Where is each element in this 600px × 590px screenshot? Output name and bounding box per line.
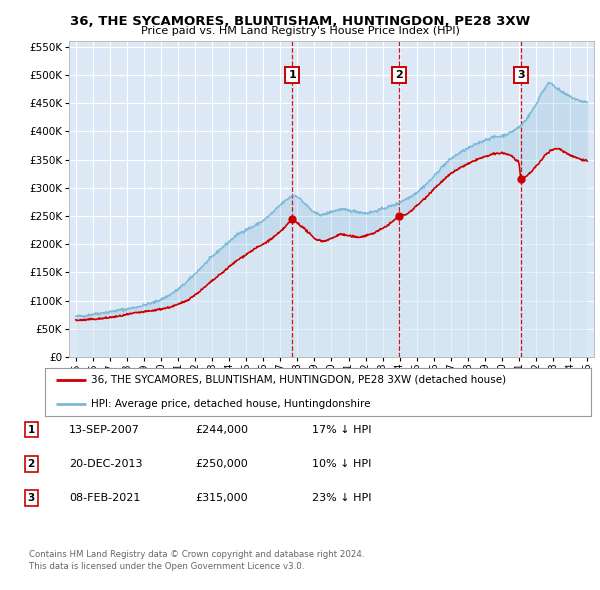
Text: 1: 1 xyxy=(28,425,35,434)
Text: 2: 2 xyxy=(28,459,35,468)
Text: 13-SEP-2007: 13-SEP-2007 xyxy=(69,425,140,434)
Text: Contains HM Land Registry data © Crown copyright and database right 2024.: Contains HM Land Registry data © Crown c… xyxy=(29,550,364,559)
Text: 36, THE SYCAMORES, BLUNTISHAM, HUNTINGDON, PE28 3XW: 36, THE SYCAMORES, BLUNTISHAM, HUNTINGDO… xyxy=(70,15,530,28)
Text: 3: 3 xyxy=(28,493,35,503)
Text: This data is licensed under the Open Government Licence v3.0.: This data is licensed under the Open Gov… xyxy=(29,562,304,571)
Text: HPI: Average price, detached house, Huntingdonshire: HPI: Average price, detached house, Hunt… xyxy=(91,399,371,409)
Text: £250,000: £250,000 xyxy=(195,459,248,468)
Text: 10% ↓ HPI: 10% ↓ HPI xyxy=(312,459,371,468)
Text: £244,000: £244,000 xyxy=(195,425,248,434)
Text: 3: 3 xyxy=(517,70,524,80)
Text: 17% ↓ HPI: 17% ↓ HPI xyxy=(312,425,371,434)
Text: Price paid vs. HM Land Registry's House Price Index (HPI): Price paid vs. HM Land Registry's House … xyxy=(140,26,460,36)
Text: £315,000: £315,000 xyxy=(195,493,248,503)
Text: 08-FEB-2021: 08-FEB-2021 xyxy=(69,493,140,503)
Text: 23% ↓ HPI: 23% ↓ HPI xyxy=(312,493,371,503)
Text: 20-DEC-2013: 20-DEC-2013 xyxy=(69,459,143,468)
Text: 2: 2 xyxy=(395,70,403,80)
Text: 1: 1 xyxy=(289,70,296,80)
Text: 36, THE SYCAMORES, BLUNTISHAM, HUNTINGDON, PE28 3XW (detached house): 36, THE SYCAMORES, BLUNTISHAM, HUNTINGDO… xyxy=(91,375,506,385)
